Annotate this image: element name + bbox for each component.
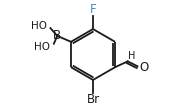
- Text: Br: Br: [86, 93, 100, 106]
- Text: H: H: [128, 51, 136, 61]
- Text: HO: HO: [31, 21, 47, 31]
- Text: F: F: [90, 3, 96, 16]
- Text: HO: HO: [34, 42, 50, 52]
- Text: O: O: [139, 61, 148, 74]
- Text: B: B: [53, 29, 61, 42]
